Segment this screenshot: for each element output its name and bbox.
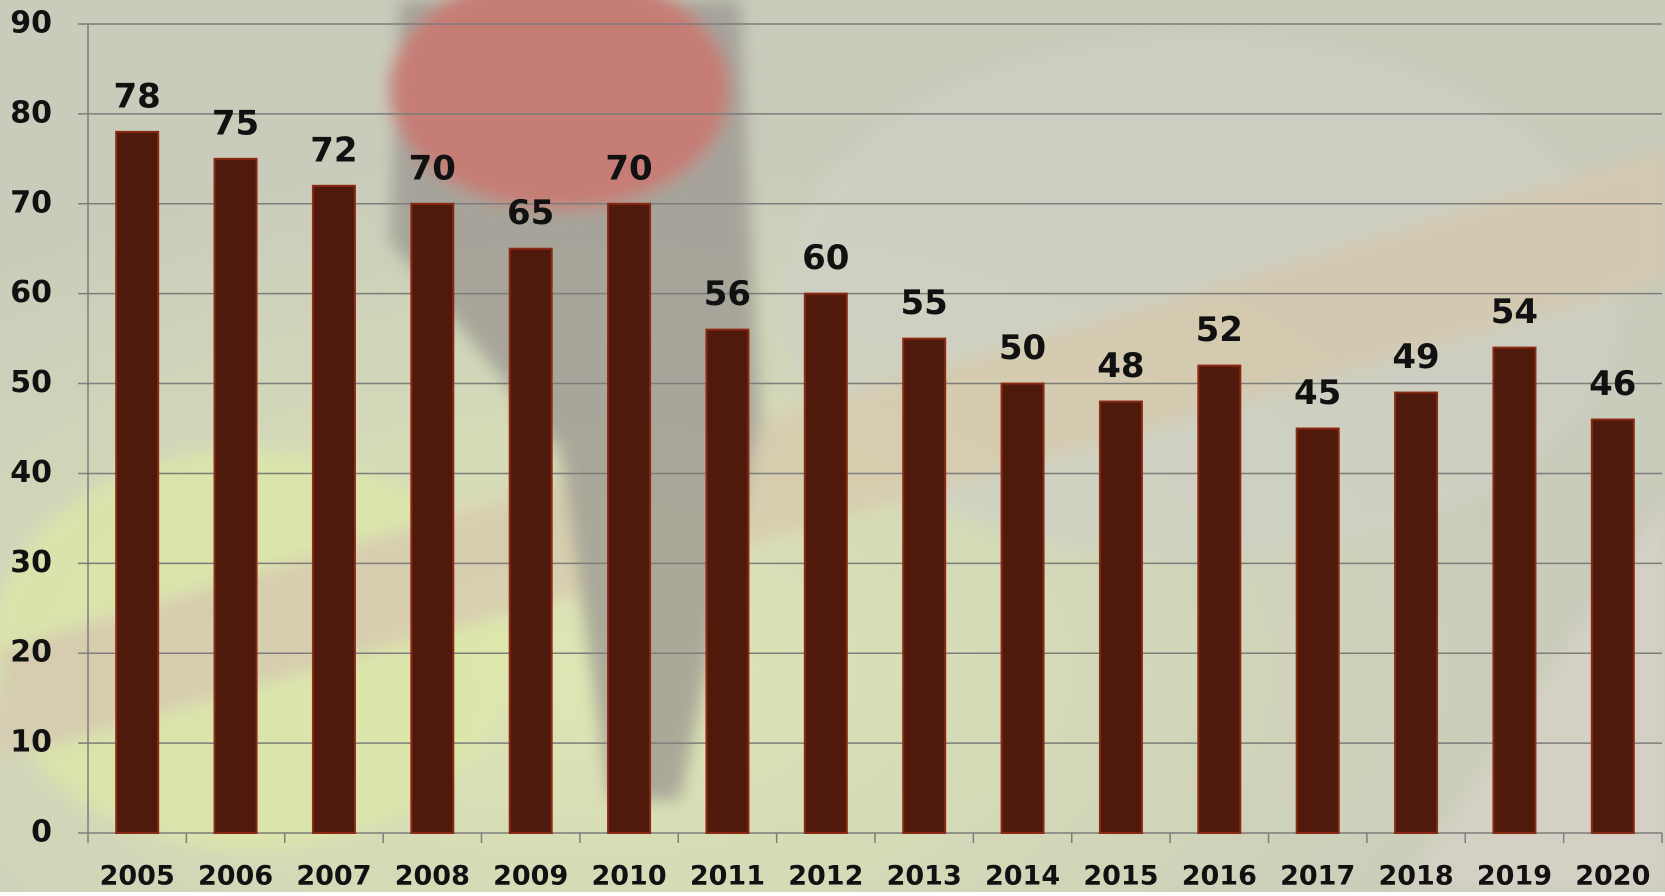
bar: [510, 249, 552, 833]
y-tick-label: 70: [10, 185, 52, 220]
value-label: 75: [212, 103, 259, 143]
bar: [1592, 420, 1634, 833]
y-tick-label: 10: [10, 725, 52, 760]
x-tick-label: 2006: [198, 861, 273, 892]
page: 0 10 20 30 40 50 60 70 80 90 2005 78 2006 75 2007 72 200…: [0, 0, 1665, 892]
x-tick-label: 2014: [985, 861, 1060, 892]
y-tick-label: 20: [10, 635, 52, 670]
x-tick-label: 2017: [1280, 861, 1355, 892]
x-tick-label: 2005: [100, 861, 175, 892]
bar: [1493, 348, 1535, 833]
x-tick-label: 2016: [1182, 861, 1257, 892]
bar: [1198, 366, 1240, 833]
bar: [1002, 384, 1044, 833]
x-tick-label: 2011: [690, 861, 765, 892]
x-tick-label: 2010: [591, 861, 666, 892]
value-label: 70: [605, 148, 652, 188]
bar: [903, 339, 945, 833]
y-tick-label: 30: [10, 545, 52, 580]
bar: [706, 330, 748, 833]
value-label: 50: [999, 328, 1046, 368]
y-tick-label: 50: [10, 365, 52, 400]
y-tick-label: 90: [10, 6, 52, 41]
value-label: 60: [802, 238, 849, 278]
x-tick-label: 2013: [887, 861, 962, 892]
bar: [1297, 429, 1339, 834]
bar: [608, 204, 650, 833]
value-label: 72: [310, 130, 357, 170]
y-tick-label: 60: [10, 275, 52, 310]
y-tick-label: 40: [10, 455, 52, 490]
x-tick-label: 2007: [296, 861, 371, 892]
x-tick-label: 2020: [1575, 861, 1650, 892]
x-tick-label: 2009: [493, 861, 568, 892]
value-label: 48: [1097, 346, 1144, 386]
x-tick-label: 2008: [395, 861, 470, 892]
value-label: 49: [1392, 337, 1439, 377]
value-label: 46: [1589, 364, 1636, 404]
value-label: 56: [704, 274, 751, 314]
bar: [1395, 393, 1437, 833]
x-tick-label: 2019: [1477, 861, 1552, 892]
x-tick-label: 2015: [1083, 861, 1158, 892]
bar: [215, 159, 257, 833]
y-tick-label: 0: [31, 815, 52, 850]
x-tick-label: 2018: [1378, 861, 1453, 892]
value-label: 45: [1294, 373, 1341, 413]
bar: [411, 204, 453, 833]
bar: [805, 294, 847, 833]
value-label: 70: [409, 148, 456, 188]
bar: [1100, 402, 1142, 833]
y-tick-label: 80: [10, 95, 52, 130]
x-tick-label: 2012: [788, 861, 863, 892]
value-label: 55: [901, 283, 948, 323]
chart: 0 10 20 30 40 50 60 70 80 90 2005 78 2006 75 2007 72 200…: [0, 0, 1665, 892]
value-label: 78: [114, 76, 161, 116]
value-label: 65: [507, 193, 554, 233]
value-label: 54: [1491, 292, 1538, 332]
value-label: 52: [1196, 310, 1243, 350]
bar: [116, 132, 158, 833]
bar: [313, 186, 355, 833]
